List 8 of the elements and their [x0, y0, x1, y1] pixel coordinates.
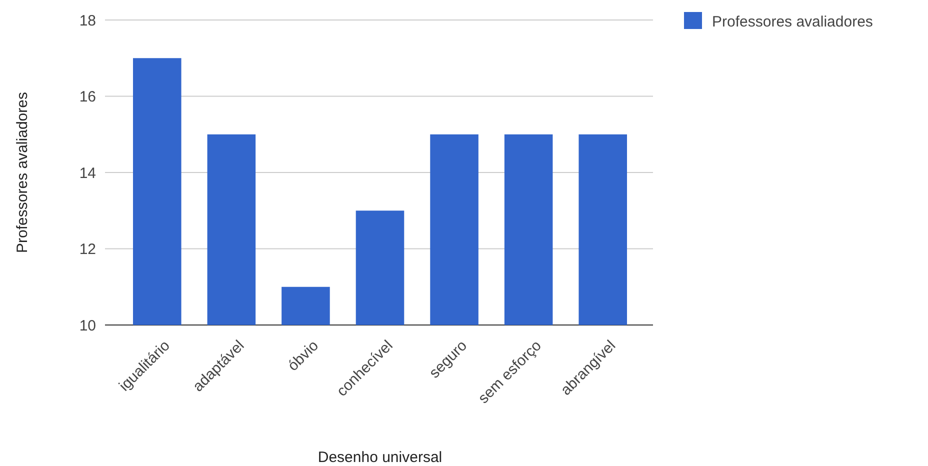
- y-tick-label: 12: [79, 241, 96, 258]
- x-axis-title: Desenho universal: [318, 449, 442, 466]
- y-tick-label: 16: [79, 88, 96, 106]
- y-tick-label: 18: [79, 12, 96, 30]
- y-tick-label: 10: [79, 317, 96, 334]
- legend-label: Professores avaliadores: [712, 13, 873, 30]
- y-tick-label: 14: [79, 164, 96, 182]
- y-axis-title: Professores avaliadores: [14, 92, 31, 253]
